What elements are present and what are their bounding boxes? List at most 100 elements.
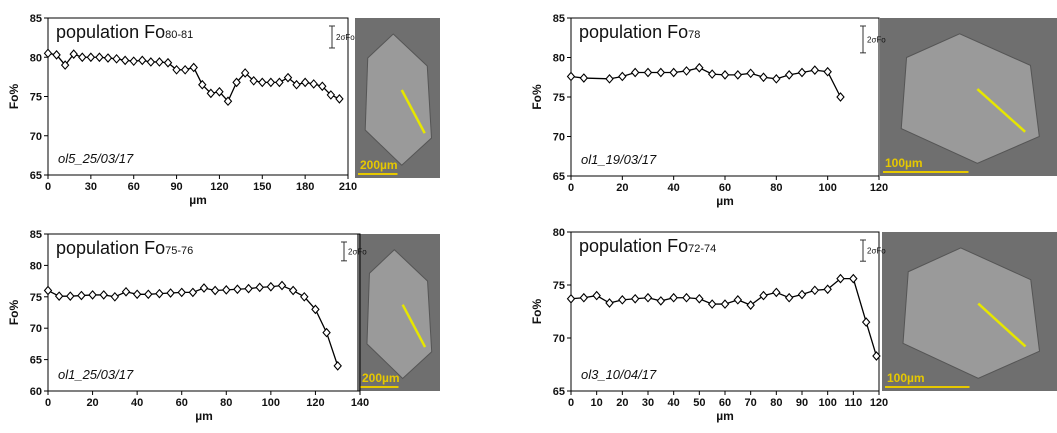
data-point — [166, 288, 175, 298]
error-bar-label: 2σFo — [348, 247, 367, 256]
x-tick-label: 30 — [85, 181, 97, 193]
data-point — [695, 293, 704, 304]
x-axis-label: µm — [716, 409, 734, 423]
y-tick-label: 80 — [30, 260, 42, 272]
title-subscript: 72-74 — [688, 243, 716, 255]
data-point — [618, 71, 627, 82]
title-text: population Fo — [56, 22, 165, 42]
sample-label: ol5_25/03/17 — [58, 151, 134, 166]
y-tick-label: 70 — [553, 333, 565, 345]
data-point — [656, 67, 666, 78]
x-tick-label: 10 — [591, 397, 603, 409]
data-point — [720, 299, 730, 309]
data-point — [43, 48, 53, 59]
data-point — [180, 64, 190, 75]
profile-line — [977, 302, 1027, 348]
data-point — [69, 49, 78, 59]
error-bar — [341, 241, 347, 262]
data-point — [129, 56, 138, 67]
data-point — [643, 292, 653, 303]
data-point — [177, 287, 186, 298]
data-point — [784, 70, 794, 80]
data-point — [772, 287, 781, 298]
y-axis-label: Fo% — [530, 84, 544, 110]
data-point — [695, 62, 704, 73]
error-bar-label: 2σFo — [336, 33, 355, 42]
data-point — [872, 351, 881, 361]
data-point — [630, 293, 640, 304]
x-tick-label: 80 — [770, 397, 782, 409]
data-point — [335, 94, 344, 104]
data-point — [823, 66, 832, 77]
x-tick-label: 70 — [745, 397, 757, 409]
data-point — [784, 292, 794, 303]
data-point — [322, 327, 331, 338]
data-point — [88, 290, 97, 300]
scale-bar-label: 200µm — [362, 371, 400, 385]
data-point — [249, 75, 258, 86]
x-tick-label: 90 — [170, 181, 182, 193]
x-tick-label: 40 — [131, 397, 143, 409]
data-point — [112, 53, 121, 64]
data-point — [199, 283, 209, 293]
data-point — [326, 90, 336, 100]
error-bar-label: 2σFo — [867, 247, 886, 256]
data-point — [656, 296, 666, 306]
data-point — [318, 81, 327, 92]
data-point — [275, 77, 284, 88]
data-point — [772, 73, 781, 84]
y-tick-label: 85 — [30, 13, 42, 25]
x-tick-label: 20 — [616, 397, 628, 409]
data-point — [121, 286, 131, 297]
y-axis-label: Fo% — [7, 84, 21, 110]
data-point — [120, 55, 130, 66]
title-text: population Fo — [579, 22, 688, 42]
crystal — [900, 33, 1040, 164]
x-tick-label: 80 — [220, 397, 232, 409]
data-point — [759, 290, 768, 301]
crystal — [364, 33, 433, 166]
x-axis-label: µm — [716, 194, 734, 208]
chart-title: population Fo80-81 — [56, 22, 193, 42]
data-point — [746, 300, 755, 310]
y-tick-label: 80 — [553, 53, 565, 65]
data-point — [309, 79, 318, 89]
x-tick-label: 60 — [719, 397, 731, 409]
data-point — [210, 285, 220, 296]
x-tick-label: 120 — [306, 397, 324, 409]
x-tick-label: 0 — [568, 397, 574, 409]
y-tick-label: 75 — [553, 280, 565, 292]
data-point — [643, 67, 653, 78]
data-point — [797, 289, 807, 300]
sample-label: ol3_10/04/17 — [581, 367, 657, 382]
x-tick-label: 210 — [339, 181, 357, 193]
profile-line — [401, 304, 427, 348]
profile-line — [976, 88, 1026, 133]
data-point — [54, 291, 64, 302]
data-point — [579, 73, 589, 83]
data-point — [223, 96, 233, 107]
data-point — [592, 290, 601, 301]
data-point — [188, 287, 198, 298]
data-point — [707, 299, 717, 309]
x-tick-label: 50 — [693, 397, 705, 409]
data-point — [255, 282, 264, 293]
data-point — [215, 86, 224, 97]
y-tick-label: 80 — [553, 227, 565, 239]
scale-bar-label: 100µm — [885, 156, 923, 170]
data-point — [155, 288, 164, 299]
data-point — [707, 69, 717, 79]
data-point — [266, 77, 276, 88]
data-point — [266, 281, 276, 292]
crystal — [366, 249, 433, 380]
data-point — [300, 77, 310, 88]
data-point — [605, 298, 614, 308]
y-tick-label: 80 — [30, 52, 42, 64]
chart-title: population Fo72-74 — [579, 236, 716, 256]
data-point — [618, 295, 627, 305]
data-point — [138, 55, 147, 66]
scale-bar-label: 100µm — [887, 371, 925, 385]
y-tick-label: 65 — [30, 355, 42, 367]
data-point — [277, 280, 287, 291]
